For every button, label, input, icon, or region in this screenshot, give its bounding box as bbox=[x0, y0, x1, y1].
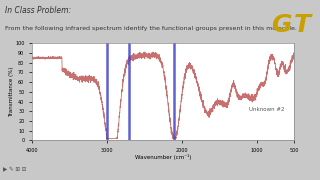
Text: ▶ ✎ ⊞ ⊟: ▶ ✎ ⊞ ⊟ bbox=[3, 167, 27, 172]
Text: T: T bbox=[294, 13, 311, 37]
X-axis label: Wavenumber (cm⁻¹): Wavenumber (cm⁻¹) bbox=[135, 154, 191, 160]
Text: In Class Problem:: In Class Problem: bbox=[5, 6, 71, 15]
Y-axis label: Transmittance (%): Transmittance (%) bbox=[9, 67, 13, 117]
Text: G: G bbox=[271, 13, 292, 37]
Text: From the following infrared spectrum identify the functional groups present in t: From the following infrared spectrum ide… bbox=[5, 26, 297, 31]
Text: Unknown #2: Unknown #2 bbox=[249, 107, 285, 112]
